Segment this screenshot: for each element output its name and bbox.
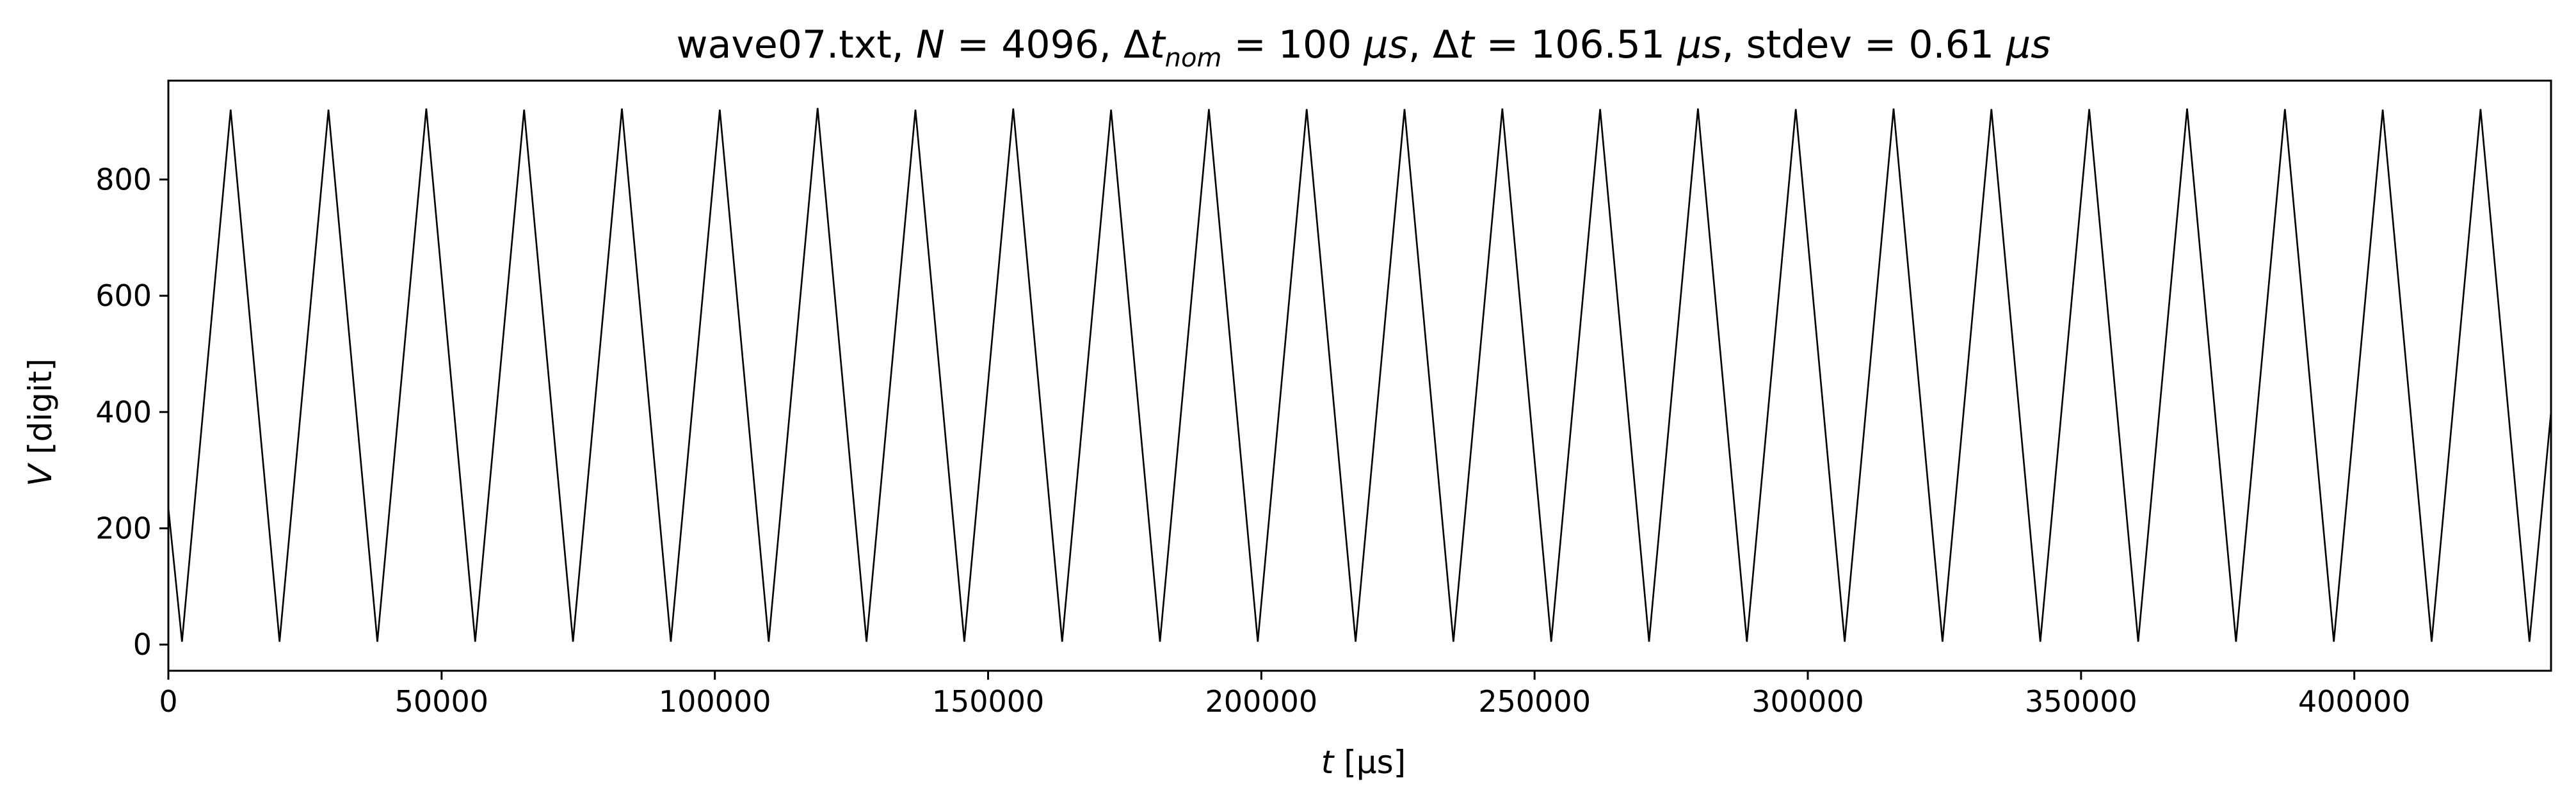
- chart-title: wave07.txt, N = 4096, Δtnom = 100 μs, Δt…: [677, 22, 2051, 73]
- series-line-0: [167, 108, 2552, 642]
- x-tick-label: 100000: [659, 684, 771, 719]
- y-tick-label: 600: [95, 278, 152, 313]
- x-tick-label: 50000: [395, 684, 488, 719]
- x-tick-label: 200000: [1205, 684, 1318, 719]
- plot-area: [167, 108, 2552, 642]
- plot-frame: [167, 79, 2552, 672]
- y-tick-label: 0: [133, 627, 152, 662]
- x-tick-label: 300000: [1751, 684, 1864, 719]
- y-tick-label: 400: [95, 395, 152, 429]
- y-tick-label: 200: [95, 511, 152, 545]
- x-axis-label: t [μs]: [1321, 744, 1406, 781]
- y-axis-ticks: 0 200 400 600 800: [95, 162, 168, 662]
- x-tick-label: 350000: [2025, 684, 2137, 719]
- y-axis-label: V [digit]: [22, 358, 59, 486]
- x-axis-ticks: 0 50000 100000 150000 200000 250000 300000 3500…: [159, 671, 2410, 719]
- y-tick-label: 800: [95, 162, 152, 196]
- x-tick-label: 150000: [932, 684, 1045, 719]
- x-tick-label: 400000: [2298, 684, 2411, 719]
- x-tick-label: 0: [159, 684, 177, 719]
- x-tick-label: 250000: [1478, 684, 1591, 719]
